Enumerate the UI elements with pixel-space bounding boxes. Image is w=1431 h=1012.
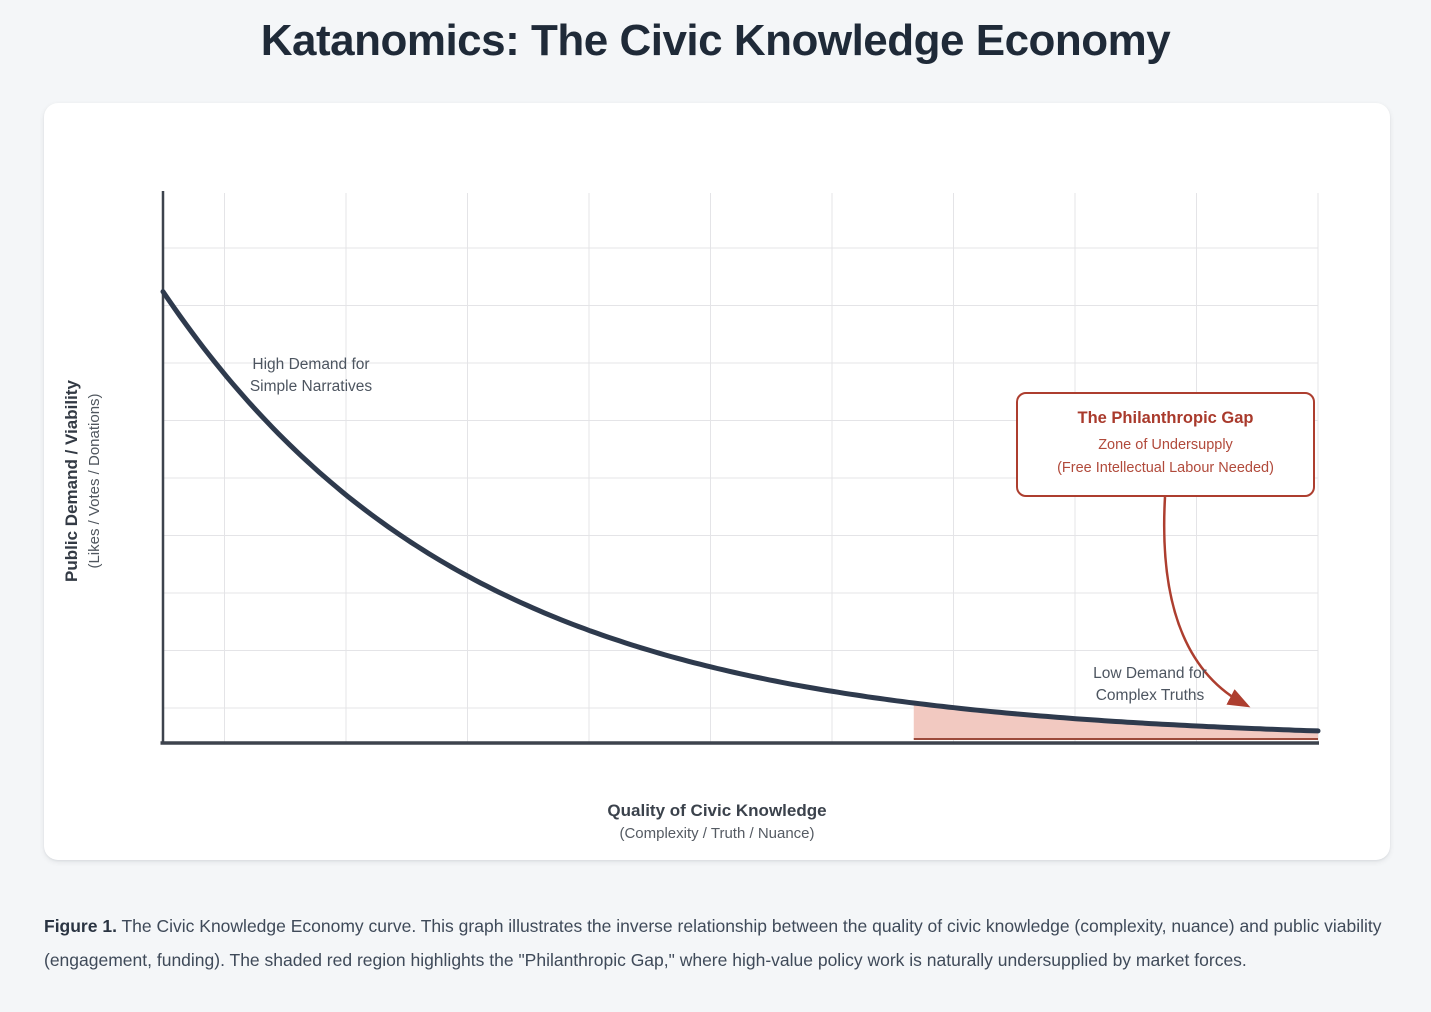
annotation-low-demand-line1: Low Demand for (1093, 665, 1207, 682)
figure-caption: Figure 1. The Civic Knowledge Economy cu… (44, 910, 1394, 977)
chart-card: Public Demand / Viability (Likes / Votes… (44, 103, 1390, 860)
caption-label: Figure 1. (44, 916, 117, 936)
callout-title: The Philanthropic Gap (1077, 409, 1254, 427)
callout-line2: (Free Intellectual Labour Needed) (1057, 460, 1274, 476)
page-title: Katanomics: The Civic Knowledge Economy (260, 16, 1171, 65)
annotation-high-demand-line1: High Demand for (252, 356, 370, 373)
annotation-low-demand: Low Demand for Complex Truths (1035, 663, 1265, 707)
annotation-low-demand-line2: Complex Truths (1095, 687, 1205, 704)
caption-text: The Civic Knowledge Economy curve. This … (44, 916, 1382, 970)
x-axis-label: Quality of Civic Knowledge (Complexity /… (44, 799, 1390, 845)
x-axis-label-main: Quality of Civic Knowledge (607, 801, 827, 820)
y-axis-label: Public Demand / Viability (Likes / Votes… (60, 356, 112, 606)
callout-arrow (1163, 496, 1251, 708)
annotation-high-demand-line2: Simple Narratives (249, 378, 373, 395)
y-axis-label-main: Public Demand / Viability (62, 380, 81, 582)
demand-curve (160, 289, 1321, 734)
callout-line1: Zone of Undersupply (1098, 437, 1233, 453)
y-axis-label-sub: (Likes / Votes / Donations) (86, 393, 103, 569)
x-axis-label-sub: (Complexity / Truth / Nuance) (619, 825, 815, 842)
annotation-high-demand: High Demand for Simple Narratives (196, 354, 426, 398)
callout-box: The Philanthropic Gap Zone of Undersuppl… (1016, 392, 1315, 497)
philanthropic-gap-region (913, 702, 1318, 739)
